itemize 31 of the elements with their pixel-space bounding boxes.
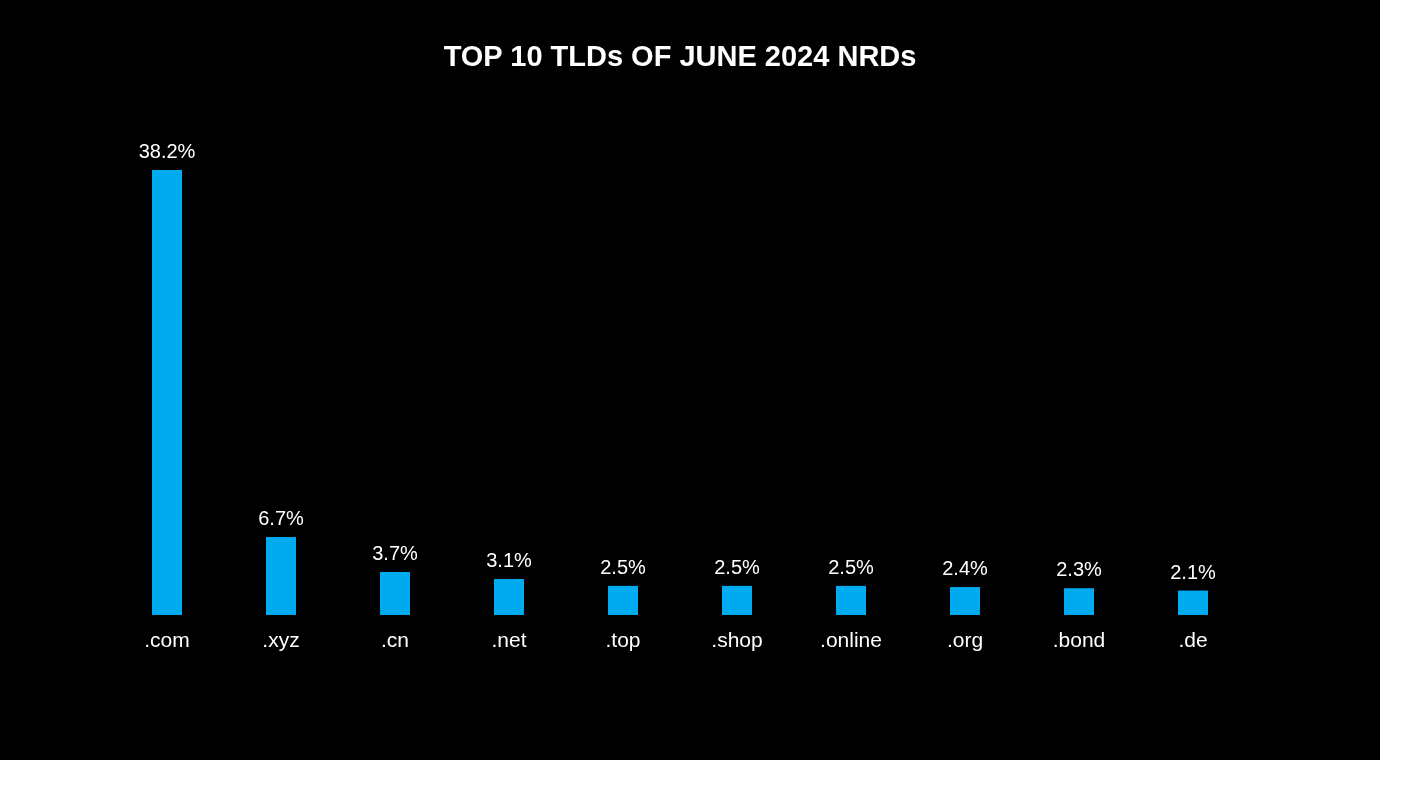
data-label: 38.2% (138, 139, 196, 162)
chart-title: TOP 10 TLDs OF JUNE 2024 NRDs (443, 39, 917, 72)
bar (608, 585, 638, 615)
x-tick-label: .xyz (262, 627, 300, 651)
bar (722, 585, 752, 615)
data-label: 2.1% (1170, 560, 1217, 583)
x-tick-label: .com (144, 627, 190, 651)
x-tick-label: .bond (1052, 627, 1106, 651)
data-label: 3.1% (486, 548, 533, 571)
x-tick-label: .de (1178, 627, 1208, 651)
bar (494, 578, 524, 615)
bar (1064, 588, 1094, 615)
data-label: 2.4% (942, 557, 989, 580)
x-tick-label: .cn (380, 627, 410, 651)
x-tick-label: .shop (711, 627, 763, 651)
bar (950, 587, 980, 615)
x-tick-label: .net (491, 627, 527, 651)
bar (380, 571, 410, 615)
x-tick-label: .online (820, 627, 882, 651)
bar (152, 169, 182, 615)
data-label: 2.3% (1056, 558, 1103, 581)
data-label: 2.5% (600, 555, 647, 578)
data-label: 6.7% (258, 506, 305, 529)
data-label: 3.7% (372, 541, 419, 564)
x-tick-label: .top (605, 627, 641, 651)
data-label: 2.5% (828, 555, 875, 578)
data-label: 2.5% (714, 555, 761, 578)
bar (836, 585, 866, 615)
x-tick-label: .org (946, 627, 984, 651)
bar (266, 536, 296, 615)
bar (1178, 590, 1208, 615)
